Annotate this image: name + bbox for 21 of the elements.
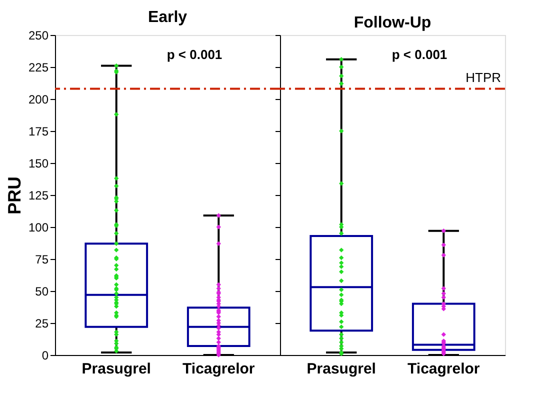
y-tick-label: 75 [35,252,49,266]
y-tick-label: 175 [28,124,49,138]
y-tick-label: 225 [28,60,49,74]
y-tick-label: 250 [28,28,49,42]
chart-title: Early [148,9,188,26]
y-tick-label: 125 [28,188,49,202]
ref-line-label: HTPR [466,70,501,85]
y-tick-label: 150 [28,156,49,170]
x-tick-label: Prasugrel [82,360,151,378]
y-tick-label: 50 [35,284,49,298]
y-tick-label: 200 [28,92,49,106]
x-tick-label: Prasugrel [306,360,376,378]
annotation: p < 0.001 [392,47,448,62]
annotation: p < 0.001 [166,47,222,62]
chart-title: Follow-Up [354,14,432,32]
y-tick-label: 100 [28,220,49,234]
y-tick-label: 0 [42,348,49,362]
x-tick-label: Ticagrelor [408,360,480,378]
y-tick-label: 25 [35,316,49,330]
x-tick-label: Ticagrelor [182,360,255,378]
y-axis-title: PRU [4,176,24,215]
